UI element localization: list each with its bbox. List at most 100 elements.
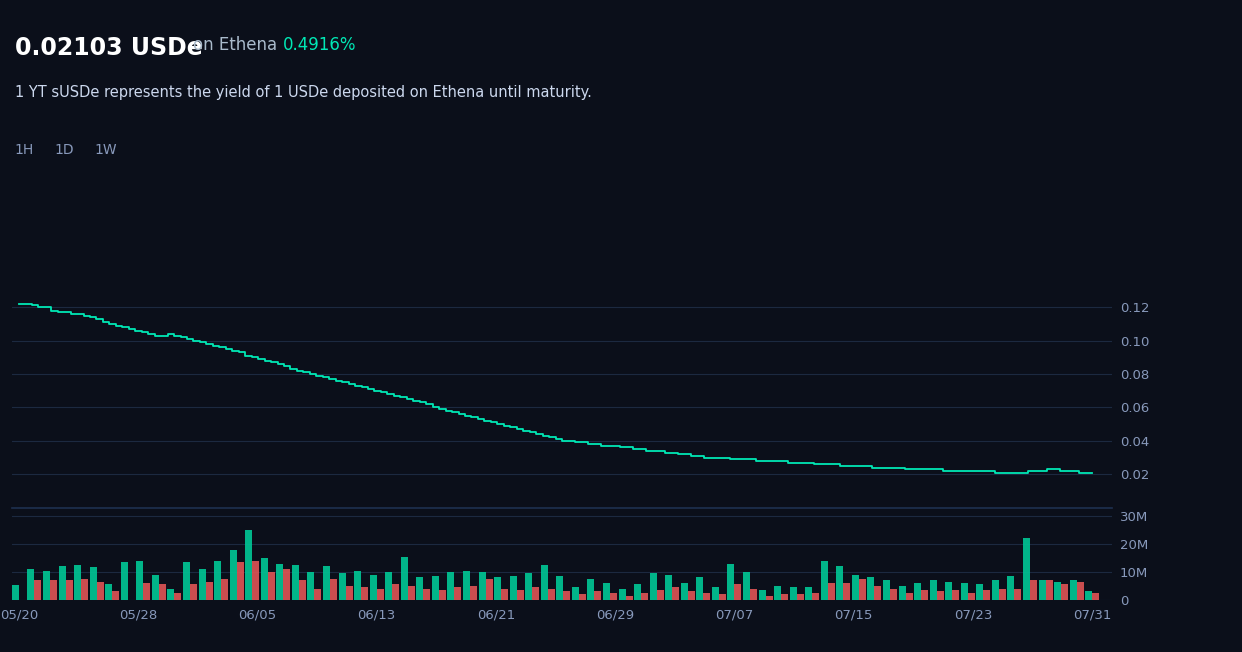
Bar	[27, 569, 35, 600]
Bar	[666, 574, 672, 600]
Bar	[533, 587, 539, 600]
Bar	[891, 589, 897, 600]
Bar	[712, 587, 719, 600]
Bar	[517, 590, 524, 600]
Bar	[12, 585, 19, 600]
Bar	[564, 591, 570, 600]
Bar	[587, 579, 595, 600]
Bar	[626, 596, 632, 600]
Bar	[268, 572, 274, 600]
Bar	[657, 590, 663, 600]
Bar	[494, 578, 501, 600]
Bar	[914, 583, 922, 600]
Bar	[245, 530, 252, 600]
Bar	[143, 583, 150, 600]
Bar	[120, 562, 128, 600]
Bar	[1007, 576, 1015, 600]
Bar	[183, 562, 190, 600]
Bar	[836, 567, 843, 600]
Bar	[743, 572, 750, 600]
Bar	[190, 584, 197, 600]
Bar	[283, 569, 291, 600]
Bar	[976, 584, 984, 600]
Bar	[790, 587, 796, 600]
Bar	[1030, 580, 1037, 600]
Bar	[734, 584, 741, 600]
Bar	[424, 589, 430, 600]
Bar	[407, 586, 415, 600]
Bar	[1086, 591, 1092, 600]
Text: 0.4916%: 0.4916%	[283, 36, 356, 54]
Bar	[945, 582, 953, 600]
Bar	[703, 593, 710, 600]
Bar	[416, 578, 424, 600]
Bar	[159, 584, 166, 600]
Bar	[548, 589, 555, 600]
Bar	[992, 580, 999, 600]
Bar	[999, 589, 1006, 600]
Bar	[984, 590, 990, 600]
Bar	[812, 593, 820, 600]
Bar	[781, 594, 789, 600]
Bar	[540, 565, 548, 600]
Bar	[97, 582, 103, 600]
Bar	[392, 584, 399, 600]
Bar	[1023, 539, 1030, 600]
Bar	[805, 587, 812, 600]
Bar	[1077, 582, 1083, 600]
Bar	[641, 593, 648, 600]
Bar	[339, 573, 345, 600]
Bar	[81, 579, 88, 600]
Bar	[1046, 580, 1052, 600]
Bar	[821, 561, 827, 600]
Bar	[905, 593, 913, 600]
Bar	[681, 583, 688, 600]
Bar	[66, 580, 72, 600]
Bar	[469, 586, 477, 600]
Bar	[354, 570, 361, 600]
Bar	[308, 572, 314, 600]
Bar	[299, 580, 306, 600]
Bar	[35, 580, 41, 600]
Bar	[968, 593, 975, 600]
Bar	[168, 589, 174, 600]
Bar	[75, 565, 81, 600]
Bar	[579, 594, 586, 600]
Bar	[199, 569, 205, 600]
Bar	[922, 590, 928, 600]
Bar	[571, 587, 579, 600]
Bar	[774, 586, 781, 600]
Bar	[898, 586, 905, 600]
Bar	[137, 561, 143, 600]
Bar	[205, 582, 212, 600]
Bar	[936, 591, 944, 600]
Bar	[345, 586, 353, 600]
Bar	[323, 567, 330, 600]
Bar	[361, 587, 368, 600]
Bar	[214, 561, 221, 600]
Bar	[370, 574, 376, 600]
Bar	[376, 589, 384, 600]
Bar	[672, 587, 679, 600]
Bar	[401, 557, 407, 600]
Bar	[796, 594, 804, 600]
Bar	[750, 589, 756, 600]
Bar	[276, 563, 283, 600]
Bar	[455, 587, 462, 600]
Bar	[595, 591, 601, 600]
Text: 1H: 1H	[15, 143, 34, 157]
Bar	[230, 550, 237, 600]
Text: on Ethena: on Ethena	[193, 36, 277, 54]
Bar	[385, 572, 392, 600]
Bar	[252, 561, 260, 600]
Bar	[43, 570, 50, 600]
Bar	[728, 563, 734, 600]
Bar	[852, 574, 859, 600]
Bar	[867, 578, 874, 600]
Bar	[930, 580, 936, 600]
Bar	[174, 593, 181, 600]
Bar	[1015, 589, 1021, 600]
Bar	[501, 589, 508, 600]
Bar	[330, 579, 337, 600]
Bar	[478, 572, 486, 600]
